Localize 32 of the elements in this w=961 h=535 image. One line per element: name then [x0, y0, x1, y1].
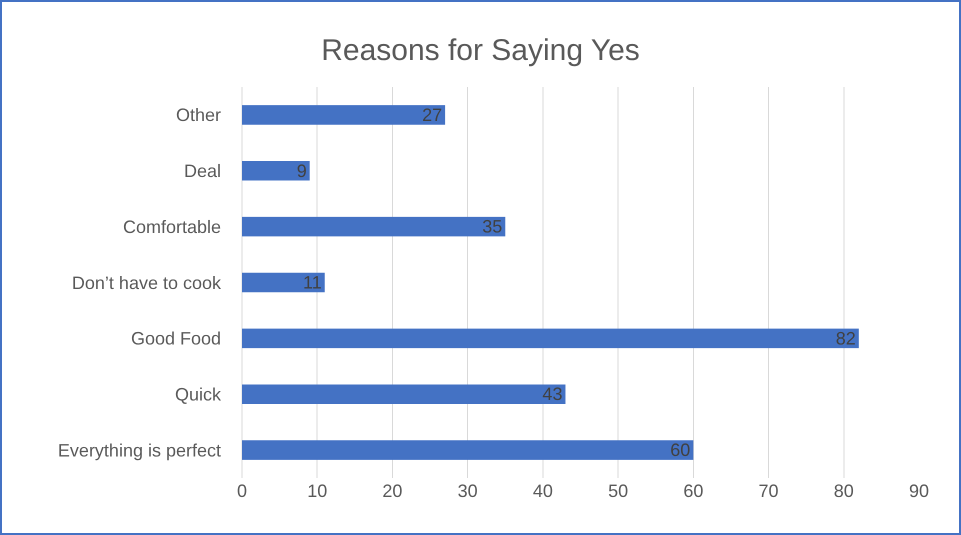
x-tick-label: 10 — [307, 481, 328, 501]
y-tick-label: Don’t have to cook — [72, 272, 222, 293]
y-tick-label: Other — [176, 105, 221, 126]
x-tick-label: 40 — [532, 481, 553, 501]
x-tick-label: 60 — [683, 481, 704, 501]
x-tick-label: 80 — [834, 481, 854, 501]
y-tick-label: Good Food — [130, 328, 221, 349]
x-tick-label: 90 — [908, 481, 930, 501]
bar — [242, 384, 566, 404]
data-label: 43 — [542, 384, 562, 404]
y-tick-label: Quick — [174, 384, 222, 405]
bar — [242, 328, 859, 348]
x-tick-label: 70 — [758, 481, 779, 501]
data-label: 9 — [296, 160, 307, 181]
data-label: 60 — [670, 440, 690, 460]
bar — [242, 440, 694, 460]
bar — [242, 272, 325, 292]
y-tick-label: Everything is perfect — [58, 440, 221, 460]
data-label: 82 — [836, 328, 856, 348]
x-tick-label: 50 — [608, 481, 628, 501]
chart-title: Reasons for Saying Yes — [321, 34, 640, 68]
data-label: 27 — [422, 104, 442, 125]
y-tick-label: Comfortable — [122, 216, 221, 237]
data-label: 11 — [303, 272, 322, 293]
bar — [242, 216, 506, 236]
x-tick-label: 0 — [236, 481, 248, 501]
x-tick-label: 20 — [382, 481, 402, 501]
bar — [242, 105, 446, 125]
bar — [242, 161, 310, 181]
x-tick-label: 30 — [458, 481, 478, 501]
data-label: 35 — [482, 216, 502, 237]
y-tick-label: Deal — [184, 161, 221, 182]
